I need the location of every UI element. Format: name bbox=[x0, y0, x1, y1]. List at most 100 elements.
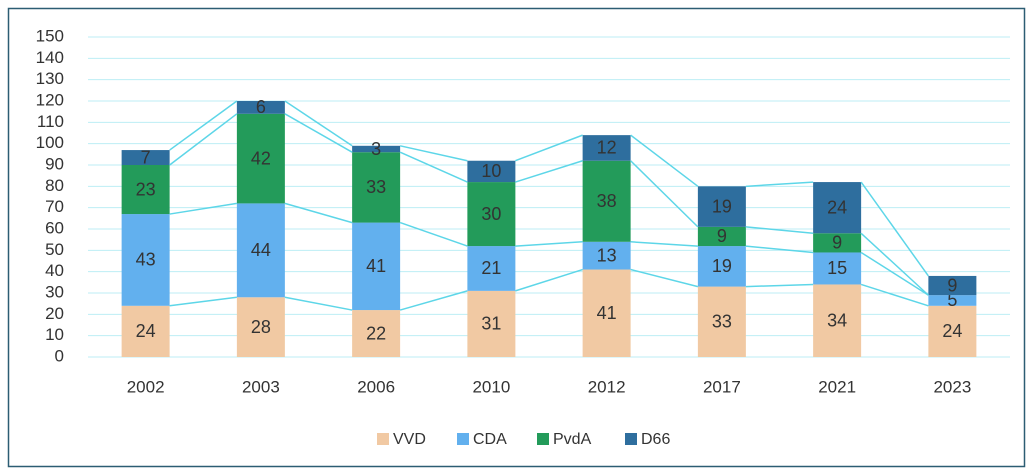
y-tick-label: 80 bbox=[45, 176, 64, 195]
bar-segment bbox=[582, 160, 631, 242]
y-tick-label: 110 bbox=[37, 112, 64, 131]
bar-segment bbox=[813, 182, 862, 234]
bar-segment bbox=[236, 101, 285, 114]
value-label: 9 bbox=[717, 226, 727, 246]
bar-segment bbox=[813, 233, 862, 253]
value-label: 9 bbox=[832, 233, 842, 253]
bar-segment bbox=[697, 186, 746, 227]
value-label: 21 bbox=[481, 258, 501, 278]
series-line bbox=[399, 221, 468, 247]
bar-segment bbox=[467, 246, 516, 291]
value-label: 24 bbox=[942, 321, 962, 341]
bar-segment bbox=[928, 275, 977, 296]
series-line bbox=[745, 181, 814, 188]
y-tick-label: 150 bbox=[36, 26, 64, 45]
value-label: 9 bbox=[947, 275, 957, 295]
value-label: 15 bbox=[827, 258, 847, 278]
value-label: 3 bbox=[371, 139, 381, 159]
value-label: 24 bbox=[136, 321, 156, 341]
bar-segment bbox=[121, 305, 170, 357]
series-line bbox=[630, 160, 699, 228]
x-tick-label: 2006 bbox=[357, 377, 395, 396]
series-line bbox=[169, 296, 237, 307]
legend-swatch bbox=[537, 433, 549, 445]
bar-segment bbox=[352, 310, 401, 357]
bar-segment bbox=[928, 305, 977, 357]
x-tick-label: 2017 bbox=[703, 377, 741, 396]
series-line bbox=[745, 283, 814, 288]
legend-label: VVD bbox=[393, 431, 426, 448]
series-line bbox=[860, 283, 929, 307]
x-tick-label: 2010 bbox=[472, 377, 510, 396]
x-tick-label: 2021 bbox=[818, 377, 856, 396]
bar-segment bbox=[928, 295, 977, 306]
value-label: 28 bbox=[251, 317, 271, 337]
bar-segment bbox=[582, 241, 631, 270]
bar-segment bbox=[236, 113, 285, 204]
bar-segment bbox=[121, 165, 170, 215]
value-label: 44 bbox=[251, 240, 271, 260]
legend-label: PvdA bbox=[553, 431, 592, 448]
y-tick-label: 0 bbox=[55, 346, 64, 365]
bar-segment bbox=[582, 269, 631, 357]
y-tick-label: 10 bbox=[45, 325, 64, 344]
series-line bbox=[399, 151, 468, 183]
series-line bbox=[284, 100, 353, 147]
bar-segment bbox=[582, 135, 631, 161]
y-tick-label: 40 bbox=[45, 261, 64, 280]
y-tick-label: 120 bbox=[36, 90, 64, 109]
series-line bbox=[515, 268, 583, 292]
bar-segment bbox=[236, 297, 285, 357]
value-label: 24 bbox=[827, 197, 847, 217]
value-label: 19 bbox=[712, 256, 732, 276]
bar-segment bbox=[467, 182, 516, 247]
value-label: 19 bbox=[712, 196, 732, 216]
value-label: 6 bbox=[256, 97, 266, 117]
bar-segment bbox=[467, 160, 516, 183]
value-label: 41 bbox=[366, 256, 386, 276]
value-label: 13 bbox=[597, 245, 617, 265]
y-tick-label: 50 bbox=[45, 240, 64, 259]
x-tick-label: 2012 bbox=[588, 377, 626, 396]
bar-segment bbox=[467, 290, 516, 357]
value-label: 34 bbox=[827, 310, 847, 330]
y-tick-label: 70 bbox=[45, 197, 64, 216]
bar-segment bbox=[121, 214, 170, 306]
value-label: 12 bbox=[597, 138, 617, 158]
series-line bbox=[630, 268, 699, 288]
value-label: 23 bbox=[136, 179, 156, 199]
series-line bbox=[745, 245, 814, 254]
value-label: 22 bbox=[366, 323, 386, 343]
legend-swatch bbox=[457, 433, 469, 445]
value-label: 41 bbox=[597, 303, 617, 323]
series-line bbox=[169, 202, 237, 215]
series-line bbox=[169, 100, 238, 151]
legend-swatch bbox=[377, 433, 389, 445]
bar-segment bbox=[236, 203, 285, 298]
series-line bbox=[630, 134, 699, 187]
x-tick-label: 2003 bbox=[242, 377, 280, 396]
value-label: 42 bbox=[251, 148, 271, 168]
y-tick-label: 130 bbox=[36, 69, 64, 88]
y-tick-label: 100 bbox=[36, 133, 64, 152]
value-label: 31 bbox=[481, 314, 501, 334]
value-label: 33 bbox=[712, 312, 732, 332]
legend-swatch bbox=[625, 433, 637, 445]
y-tick-label: 60 bbox=[45, 218, 64, 237]
bar-segment bbox=[697, 226, 746, 247]
y-tick-label: 90 bbox=[45, 154, 64, 173]
bar-segment bbox=[352, 152, 401, 223]
legend-label: D66 bbox=[641, 431, 670, 448]
value-label: 33 bbox=[366, 177, 386, 197]
bar-segment bbox=[813, 284, 862, 357]
series-line bbox=[169, 113, 238, 166]
series-line bbox=[860, 181, 929, 277]
series-line bbox=[284, 202, 353, 224]
series-line bbox=[860, 232, 929, 296]
x-tick-label: 2002 bbox=[127, 377, 165, 396]
series-line bbox=[630, 241, 698, 247]
series-line bbox=[745, 226, 814, 235]
series-line bbox=[399, 290, 468, 311]
y-tick-label: 20 bbox=[45, 304, 64, 323]
